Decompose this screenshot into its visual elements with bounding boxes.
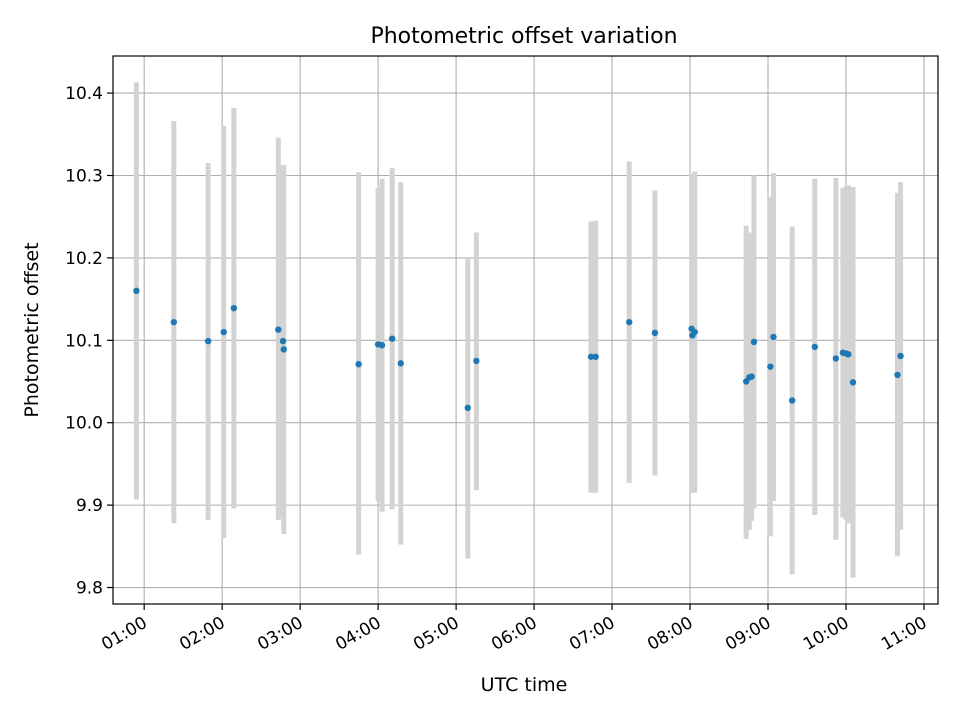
data-points bbox=[133, 287, 904, 412]
plot-frame bbox=[112, 55, 939, 605]
data-point bbox=[388, 335, 396, 342]
data-point bbox=[750, 338, 758, 346]
y-tick-label: 10.3 bbox=[65, 166, 103, 186]
y-axis-label: Photometric offset bbox=[21, 242, 43, 417]
data-point bbox=[811, 343, 818, 351]
y-tick-label: 9.9 bbox=[76, 496, 103, 516]
data-point bbox=[397, 360, 404, 367]
chart-title: Photometric offset variation bbox=[370, 24, 677, 49]
data-point bbox=[204, 337, 212, 345]
data-point bbox=[170, 318, 178, 326]
data-point bbox=[355, 360, 362, 368]
data-point bbox=[220, 328, 227, 336]
y-tick-label: 10.0 bbox=[65, 414, 103, 434]
data-point bbox=[592, 353, 599, 360]
data-point bbox=[587, 353, 595, 360]
data-point bbox=[845, 351, 852, 358]
data-point bbox=[748, 373, 755, 380]
y-tick-label: 10.2 bbox=[65, 249, 103, 269]
y-tick-label: 9.8 bbox=[76, 579, 103, 599]
data-point bbox=[651, 329, 659, 337]
data-point bbox=[279, 337, 287, 345]
data-point bbox=[788, 397, 796, 404]
data-point bbox=[275, 326, 282, 333]
data-point bbox=[849, 379, 857, 386]
data-point bbox=[691, 328, 698, 336]
data-point bbox=[464, 404, 471, 412]
data-point bbox=[897, 352, 904, 360]
y-tick-label: 10.1 bbox=[65, 331, 103, 351]
data-point bbox=[767, 363, 774, 370]
y-axis-ticks: 9.8 9.9 10.0 10.1 10.2 10.3 10.4 bbox=[65, 84, 113, 599]
data-point bbox=[626, 318, 633, 326]
data-point bbox=[230, 304, 238, 312]
data-point bbox=[894, 371, 901, 379]
data-point bbox=[133, 287, 140, 295]
data-point bbox=[378, 342, 386, 349]
y-tick-label: 10.4 bbox=[65, 84, 103, 104]
data-point bbox=[832, 355, 840, 362]
data-point bbox=[473, 357, 480, 365]
x-axis-label: UTC time bbox=[481, 674, 568, 696]
data-point bbox=[770, 333, 777, 341]
data-point bbox=[280, 346, 287, 353]
